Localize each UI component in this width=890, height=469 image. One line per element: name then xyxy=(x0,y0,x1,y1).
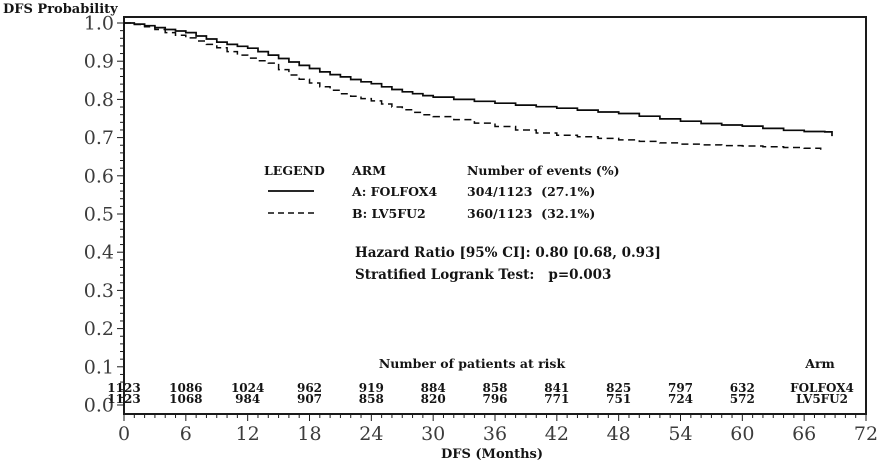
legend-events-folfox4: 304/1123 (27.1%) xyxy=(467,184,596,199)
risk-value-folfox4-m60: 632 xyxy=(729,381,755,395)
y-tick-label: 0.8 xyxy=(84,89,114,111)
x-tick-label: 0 xyxy=(118,423,130,445)
y-tick-label: 0.4 xyxy=(84,242,114,264)
y-tick-label: 0.2 xyxy=(84,318,114,340)
risk-value-lv5fu2-m36: 796 xyxy=(482,392,508,406)
risk-value-folfox4-m24: 919 xyxy=(358,381,384,395)
legend-header: LEGEND xyxy=(264,163,325,178)
y-tick-label: 1.0 xyxy=(84,13,114,35)
risk-value-folfox4-m18: 962 xyxy=(296,381,323,395)
x-tick-label: 24 xyxy=(359,423,383,445)
risk-value-folfox4-m6: 1086 xyxy=(169,381,203,395)
risk-value-lv5fu2-m48: 751 xyxy=(606,392,632,406)
risk-value-lv5fu2-m12: 984 xyxy=(235,392,261,406)
x-tick-label: 66 xyxy=(792,423,816,445)
x-axis-title: DFS (Months) xyxy=(440,447,544,462)
risk-arm-label-folfox4: FOLFOX4 xyxy=(790,381,854,395)
risk-value-lv5fu2-m30: 820 xyxy=(420,392,446,406)
hazard-ratio-text: Hazard Ratio [95% CI]: 0.80 [0.68, 0.93] xyxy=(355,245,661,261)
x-tick-label: 42 xyxy=(545,423,569,445)
risk-table-arm-header: Arm xyxy=(805,356,835,371)
risk-value-folfox4-m48: 825 xyxy=(606,381,632,395)
legend-events-lv5fu2: 360/1123 (32.1%) xyxy=(467,206,596,221)
risk-value-lv5fu2-m0: 1123 xyxy=(107,392,141,406)
curve-lv5fu2 xyxy=(124,22,822,153)
curve-folfox4 xyxy=(124,22,833,137)
legend-arm-folfox4: A: FOLFOX4 xyxy=(352,184,438,199)
risk-value-lv5fu2-m60: 572 xyxy=(729,392,755,406)
y-tick-label: 0.9 xyxy=(84,51,114,73)
risk-value-folfox4-m12: 1024 xyxy=(230,381,265,395)
x-tick-label: 6 xyxy=(180,423,192,445)
x-tick-label: 60 xyxy=(730,423,754,445)
x-tick-label: 30 xyxy=(421,423,445,445)
risk-value-lv5fu2-m54: 724 xyxy=(667,392,694,406)
risk-arm-label-lv5fu2: LV5FU2 xyxy=(795,392,849,406)
x-tick-label: 12 xyxy=(236,423,260,445)
risk-value-lv5fu2-m6: 1068 xyxy=(169,392,203,406)
x-tick-label: 36 xyxy=(483,423,507,445)
risk-table-title: Number of patients at risk xyxy=(378,356,566,371)
y-tick-label: 0.3 xyxy=(84,280,114,302)
y-tick-label: 0.0 xyxy=(84,395,114,417)
risk-value-folfox4-m0: 1123 xyxy=(107,381,141,395)
x-tick-label: 72 xyxy=(854,423,878,445)
risk-value-lv5fu2-m18: 907 xyxy=(296,392,323,406)
legend-arm-lv5fu2: B: LV5FU2 xyxy=(352,206,426,221)
y-tick-label: 0.5 xyxy=(84,204,114,226)
risk-value-folfox4-m30: 884 xyxy=(420,381,446,395)
legend-events-header: Number of events (%) xyxy=(467,163,620,178)
risk-value-folfox4-m54: 797 xyxy=(667,381,694,395)
risk-value-folfox4-m36: 858 xyxy=(482,381,508,395)
x-tick-label: 18 xyxy=(297,423,321,445)
x-tick-label: 54 xyxy=(668,423,692,445)
x-tick-label: 48 xyxy=(607,423,631,445)
y-axis-title: DFS Probability xyxy=(3,2,118,17)
y-tick-label: 0.1 xyxy=(84,356,114,378)
risk-value-lv5fu2-m42: 771 xyxy=(544,392,570,406)
logrank-test-text: Stratified Logrank Test: p=0.003 xyxy=(355,267,612,283)
legend-arm-header: ARM xyxy=(352,163,386,178)
risk-value-folfox4-m42: 841 xyxy=(544,381,570,395)
y-tick-label: 0.7 xyxy=(84,127,114,149)
y-tick-label: 0.6 xyxy=(84,165,114,187)
risk-value-lv5fu2-m24: 858 xyxy=(358,392,384,406)
